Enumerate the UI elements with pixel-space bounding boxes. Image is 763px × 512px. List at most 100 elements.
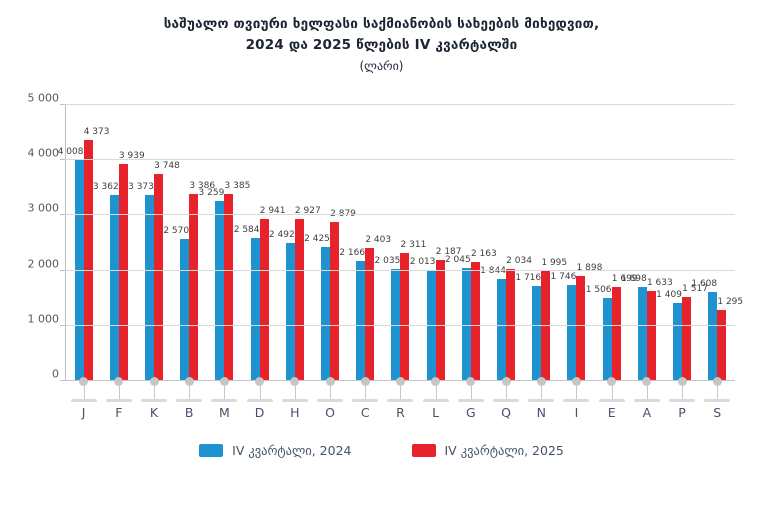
bar-K-2024 xyxy=(145,194,154,381)
value-label-R-2024: 2 035 xyxy=(374,255,401,266)
gridline-4000 xyxy=(65,159,735,161)
axis-marker-stem xyxy=(611,386,613,399)
axis-marker-base xyxy=(457,399,484,402)
axis-marker-dot xyxy=(712,377,722,386)
axis-marker-dot xyxy=(607,377,617,386)
category-column-S: 1 608 1 295 S xyxy=(691,105,743,420)
value-label-C-2025: 2 403 xyxy=(365,235,392,246)
legend-label-2024: IV კვარტალი, 2024 xyxy=(232,443,352,458)
axis-marker-stem xyxy=(682,386,684,399)
bar-D-2024 xyxy=(250,238,260,381)
x-axis-label-G: G xyxy=(465,405,476,420)
value-label-S-2025: 1 295 xyxy=(717,296,744,307)
x-axis-label-R: R xyxy=(396,405,405,420)
value-label-D-2025: 2 941 xyxy=(259,205,286,216)
axis-marker-stem xyxy=(435,386,437,399)
axis-marker-base xyxy=(211,399,238,402)
value-label-C-2024: 2 166 xyxy=(339,248,366,259)
bar-M-2024 xyxy=(215,201,225,381)
category-column-Q: 1 844 2 034 Q xyxy=(480,105,532,420)
axis-marker-stem xyxy=(400,386,402,399)
category-column-F: 3 362 3 939 F xyxy=(93,105,145,420)
value-label-D-2024: 2 584 xyxy=(233,225,260,236)
value-label-I-2024: 1 746 xyxy=(550,271,577,282)
axis-marker-stem xyxy=(576,386,578,399)
value-label-J-2024: 4 008 xyxy=(57,146,84,157)
category-column-M: 3 259 3 385 M xyxy=(199,105,251,420)
category-column-G: 2 045 2 163 G xyxy=(445,105,497,420)
axis-marker-base xyxy=(633,399,660,402)
bar-P-2025 xyxy=(682,297,692,381)
value-label-Q-2025: 2 034 xyxy=(506,255,532,266)
value-label-E-2024: 1 506 xyxy=(585,284,612,295)
category-column-D: 2 584 2 941 D xyxy=(234,105,286,420)
chart-subtitle: (ლარი) xyxy=(359,59,404,73)
value-label-N-2025: 1 995 xyxy=(541,257,568,268)
y-axis-label: 1 000 xyxy=(27,312,60,326)
y-axis-label: 0 xyxy=(52,367,59,381)
y-axis-label: 5 000 xyxy=(27,91,60,105)
gridline-1000 xyxy=(65,324,735,326)
bar-S-2024 xyxy=(708,292,718,381)
bar-J-2025 xyxy=(83,139,93,381)
bar-C-2024 xyxy=(356,261,366,381)
axis-marker-base xyxy=(387,399,414,402)
x-axis-label-O: O xyxy=(325,405,335,420)
y-axis-tick xyxy=(60,380,65,381)
value-label-K-2024: 3 373 xyxy=(128,181,154,192)
plot-area: 4 008 4 373 J 3 362 3 939 F 3 373 3 748 K 2 570 3 … xyxy=(28,92,744,421)
axis-marker-dot xyxy=(325,377,335,386)
bar-S-2025 xyxy=(717,309,727,381)
value-label-Q-2024: 1 844 xyxy=(480,266,506,277)
x-axis-label-F: F xyxy=(115,405,123,420)
chart-title-line1: საშუალო თვიური ხელფასი საქმიანობის სახეე… xyxy=(163,16,600,32)
x-axis-label-N: N xyxy=(536,405,546,420)
bar-E-2024 xyxy=(602,297,612,381)
legend-item-2024: IV კვარტალი, 2024 xyxy=(199,443,352,458)
axis-marker-stem xyxy=(83,386,85,399)
x-axis-label-P: P xyxy=(678,405,686,420)
category-column-I: 1 746 1 898 I xyxy=(551,105,603,420)
bar-O-2024 xyxy=(321,247,331,381)
axis-marker-stem xyxy=(646,386,648,399)
legend-item-2025: IV კვარტალი, 2025 xyxy=(411,443,564,458)
bar-B-2024 xyxy=(180,239,190,381)
bar-G-2024 xyxy=(461,268,471,381)
axis-marker-stem xyxy=(154,386,155,399)
axis-marker-dot xyxy=(255,377,265,386)
value-label-L-2025: 2 187 xyxy=(435,247,462,258)
axis-marker-dot xyxy=(571,377,581,386)
bar-N-2024 xyxy=(532,286,542,381)
category-column-R: 2 035 2 311 R xyxy=(375,105,427,420)
value-label-H-2024: 2 492 xyxy=(268,230,295,241)
value-label-H-2025: 2 927 xyxy=(294,206,321,217)
x-axis-label-A: A xyxy=(642,405,652,420)
legend: IV კვარტალი, 2024 IV კვარტალი, 2025 xyxy=(0,443,763,458)
bar-I-2024 xyxy=(567,284,577,381)
category-column-C: 2 166 2 403 C xyxy=(339,105,391,420)
axis-marker-stem xyxy=(541,386,543,399)
y-axis-label: 3 000 xyxy=(27,201,60,215)
category-column-P: 1 409 1 517 P xyxy=(656,105,708,420)
gridline-2000 xyxy=(65,269,735,271)
axis-marker-dot xyxy=(149,377,159,386)
y-axis-label: 2 000 xyxy=(27,257,60,271)
axis-marker-dot xyxy=(219,377,229,386)
category-column-J: 4 008 4 373 J xyxy=(58,105,110,420)
value-label-M-2025: 3 385 xyxy=(224,181,251,192)
value-label-N-2024: 1 716 xyxy=(515,273,542,284)
y-axis-tick xyxy=(60,214,65,216)
bar-B-2025 xyxy=(189,194,199,381)
bar-L-2025 xyxy=(435,260,445,381)
bar-E-2025 xyxy=(611,287,621,381)
value-label-S-2024: 1 608 xyxy=(691,279,718,290)
axis-marker-base xyxy=(528,399,555,402)
value-label-E-2025: 1 699 xyxy=(611,274,638,285)
x-axis-label-B: B xyxy=(184,405,194,420)
gridline-3000 xyxy=(65,214,735,216)
axis-marker-dot xyxy=(114,377,124,386)
x-axis-label-J: J xyxy=(81,405,86,420)
axis-marker-base xyxy=(281,399,308,402)
value-label-J-2025: 4 373 xyxy=(83,126,110,137)
